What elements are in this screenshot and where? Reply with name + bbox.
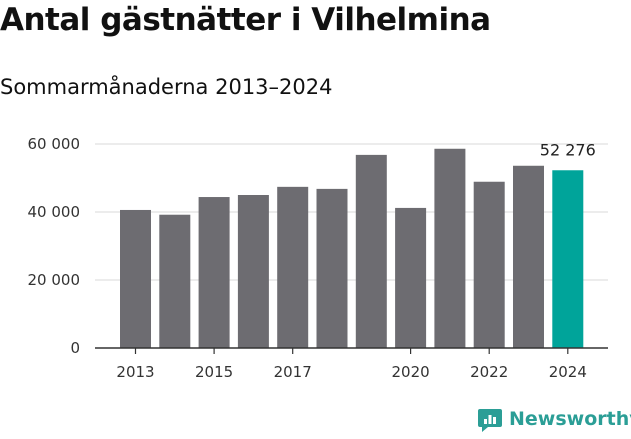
bar-chart: 0 20 000 40 000 60 000 2013 2015 2017 2020 2022 2… [28, 135, 608, 381]
bar [434, 148, 466, 348]
bar [552, 170, 584, 348]
x-tick-label: 2013 [116, 363, 154, 381]
bar [473, 181, 505, 348]
bar [355, 154, 387, 348]
x-tick-label: 2022 [470, 363, 508, 381]
bar [316, 188, 348, 348]
bar [237, 195, 269, 348]
bars [120, 148, 584, 348]
data-label: 52 276 [540, 140, 596, 159]
newsworthy-logo: Newsworthy [477, 406, 631, 432]
labels: 0 20 000 40 000 60 000 2013 2015 2017 2020 2022 2… [28, 135, 596, 381]
y-tick-label: 60 000 [28, 135, 81, 153]
x-tick-label: 2020 [392, 363, 430, 381]
axes [95, 347, 608, 354]
chart-subtitle: Sommarmånaderna 2013–2024 [0, 75, 333, 99]
y-tick-label: 20 000 [28, 271, 81, 289]
brand-name: Newsworthy [509, 408, 631, 430]
x-tick-label: 2024 [549, 363, 587, 381]
x-tick-label: 2015 [195, 363, 233, 381]
y-tick-label: 40 000 [28, 203, 81, 221]
bar [513, 165, 544, 348]
bar [159, 214, 191, 348]
y-tick-label: 0 [70, 339, 80, 357]
bar [277, 186, 309, 348]
bar [395, 207, 427, 348]
newsworthy-bar-icon [478, 409, 502, 432]
bar [120, 209, 151, 348]
x-tick-label: 2017 [274, 363, 312, 381]
chart-title: Antal gästnätter i Vilhelmina [0, 2, 491, 38]
bar [198, 197, 230, 348]
